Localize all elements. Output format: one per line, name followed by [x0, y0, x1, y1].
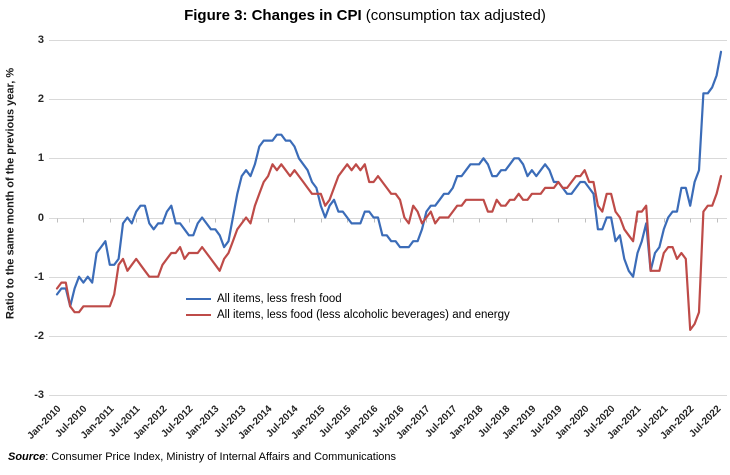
figure-title-suffix: (consumption tax adjusted) — [361, 7, 546, 24]
y-tick-label--2: -2 — [34, 329, 44, 342]
figure-title-main: Figure 3: Changes in CPI — [184, 7, 362, 24]
source-note: Source: Consumer Price Index, Ministry o… — [8, 451, 396, 463]
y-tick-label-0: 0 — [37, 211, 44, 224]
y-tick-label--1: -1 — [34, 270, 44, 283]
legend-line-swatch — [186, 298, 211, 300]
y-tick-label-3: 3 — [37, 34, 44, 46]
series-line-all-items-less-food-and-energy — [55, 163, 723, 331]
source-label: Source — [8, 451, 46, 463]
series-line-all-items-less-fresh-food — [55, 50, 723, 308]
y-tick-label--3: -3 — [34, 389, 44, 401]
legend-item: All items, less fresh food — [186, 291, 510, 307]
legend-label: All items, less fresh food — [217, 293, 342, 305]
y-tick-label-2: 2 — [37, 93, 44, 106]
y-tick-label-1: 1 — [37, 152, 44, 165]
legend-item: All items, less food (less alcoholic bev… — [186, 307, 510, 323]
chart-legend: All items, less fresh food All items, les… — [186, 291, 510, 323]
legend-line-swatch — [186, 314, 211, 316]
legend-label: All items, less food (less alcoholic bev… — [217, 309, 510, 321]
figure-title: Figure 3: Changes in CPI (consumption ta… — [0, 7, 730, 24]
source-text: : Consumer Price Index, Ministry of Inte… — [45, 451, 397, 463]
